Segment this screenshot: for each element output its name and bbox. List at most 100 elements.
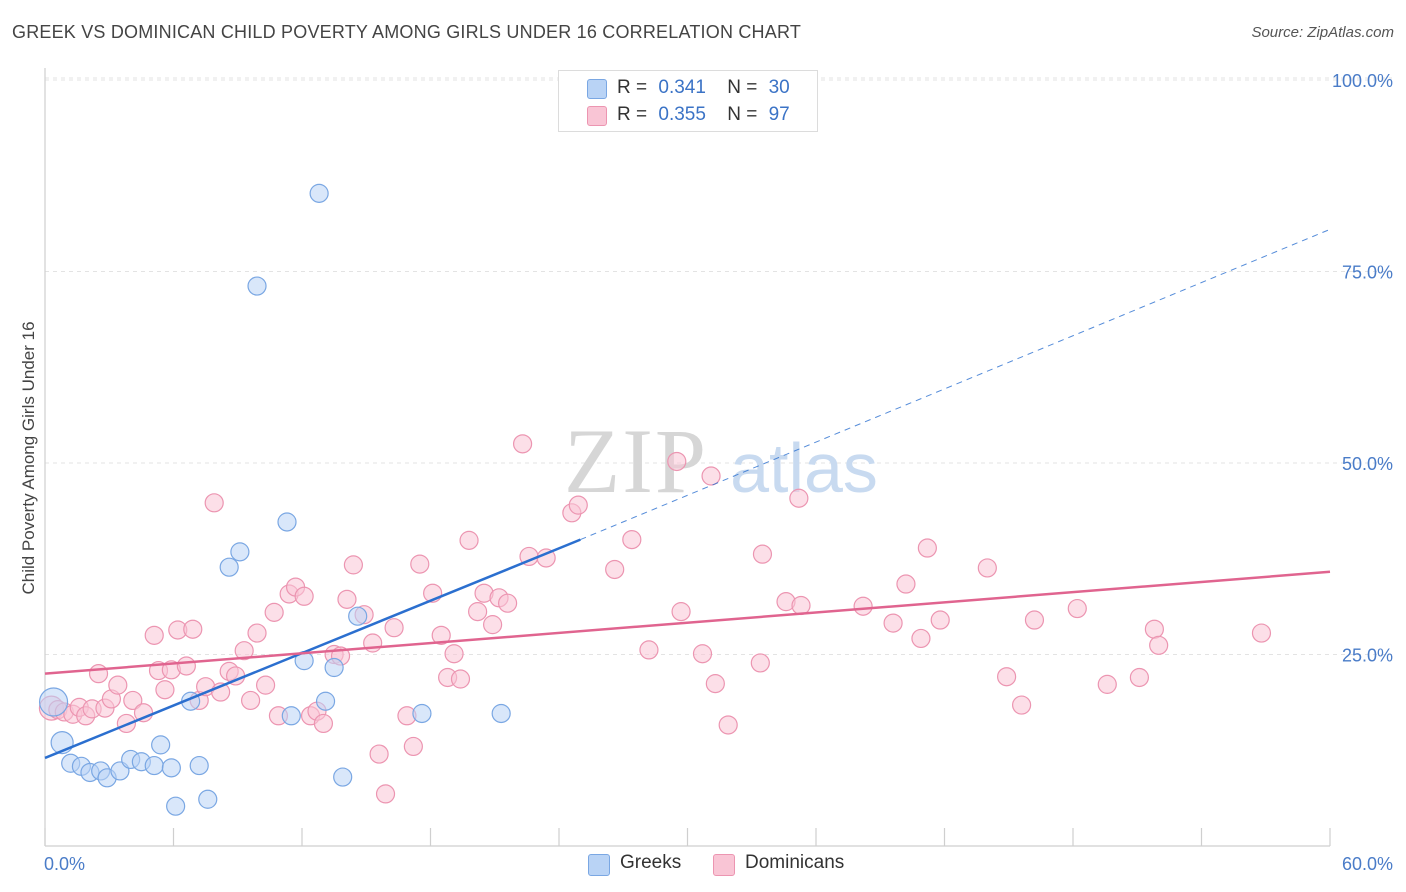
- dominican-point: [384, 618, 404, 638]
- greek-point: [315, 691, 336, 711]
- dominican-point: [88, 664, 109, 684]
- dominican-point: [622, 529, 642, 550]
- dominican-point: [241, 690, 261, 711]
- dominican-point: [692, 644, 713, 664]
- greeks-trend-line: [44, 538, 581, 760]
- y-tick-label: 25.0%: [1342, 646, 1393, 666]
- legend-n-label: N =: [727, 77, 758, 98]
- dominican-point: [108, 675, 128, 695]
- dominican-point: [789, 488, 809, 508]
- dominican-point: [459, 530, 479, 550]
- legend-r-value-greeks: 0.341: [658, 77, 706, 98]
- dominican-point: [791, 595, 811, 616]
- dominican-point: [431, 625, 451, 645]
- dominican-point: [1149, 635, 1169, 655]
- dominican-point: [343, 555, 363, 575]
- dominican-point: [671, 602, 691, 622]
- bottom-legend-swatch-dominicans: [713, 854, 735, 876]
- dominican-point: [403, 736, 423, 757]
- dominican-point: [176, 656, 196, 676]
- x-tick-label: 60.0%: [1342, 854, 1393, 874]
- dominican-point: [639, 640, 659, 660]
- greek-point: [309, 183, 329, 203]
- greeks-trend-extension: [580, 228, 1331, 541]
- dominican-point: [313, 713, 334, 734]
- dominican-point: [750, 653, 770, 673]
- dominican-point: [977, 558, 997, 578]
- greek-point: [324, 657, 344, 678]
- legend-r-label: R =: [617, 104, 648, 125]
- dominican-point: [183, 619, 203, 639]
- dominican-point: [997, 667, 1017, 687]
- dominican-point: [605, 559, 625, 580]
- dominican-point: [512, 434, 533, 454]
- greek-point: [491, 703, 511, 724]
- dominican-point: [917, 538, 937, 558]
- legend-r-label: R =: [617, 77, 648, 98]
- dominican-point: [752, 544, 773, 564]
- dominican-point: [204, 493, 224, 513]
- chart-source: Source: ZipAtlas.com: [1251, 24, 1394, 41]
- greek-point: [219, 557, 239, 577]
- dominican-point: [444, 644, 464, 664]
- bottom-legend-swatch-greeks: [588, 854, 610, 876]
- greek-point: [144, 755, 164, 776]
- dominican-point: [255, 675, 276, 695]
- legend-r-value-dominicans: 0.355: [658, 104, 706, 125]
- legend-row-dominicans: R = 0.355 N = 97: [559, 102, 817, 128]
- x-tick-label: 0.0%: [44, 854, 85, 874]
- y-tick-label: 50.0%: [1342, 454, 1393, 474]
- greek-point: [333, 767, 353, 787]
- dominican-point: [1097, 674, 1117, 694]
- greek-point: [198, 789, 218, 809]
- dominican-point: [667, 451, 687, 472]
- dominican-point: [568, 495, 588, 515]
- dominican-point: [483, 615, 503, 635]
- dominican-point: [1011, 695, 1032, 715]
- dominican-point: [410, 554, 430, 574]
- y-axis-label: Child Poverty Among Girls Under 16: [19, 321, 38, 594]
- dominican-point: [853, 596, 873, 616]
- greek-point: [38, 687, 69, 717]
- legend-swatch-greeks: [587, 79, 607, 99]
- legend: R = 0.341 N = 30 R = 0.355 N = 97: [558, 70, 818, 132]
- dominican-point: [294, 586, 314, 606]
- dominican-point: [369, 744, 389, 764]
- dominican-point: [264, 602, 284, 622]
- dominican-point: [1251, 623, 1272, 643]
- dominican-point: [1129, 667, 1149, 688]
- dominican-point: [123, 690, 143, 711]
- legend-n-value-dominicans: 97: [768, 104, 790, 125]
- greek-point: [189, 755, 209, 776]
- legend-n-label: N =: [727, 104, 758, 125]
- bottom-legend-label-dominicans: Dominicans: [745, 852, 845, 873]
- dominican-point: [337, 589, 357, 609]
- bottom-legend-label-greeks: Greeks: [620, 852, 682, 873]
- y-tick-label: 100.0%: [1332, 71, 1393, 91]
- greek-point: [412, 703, 432, 724]
- dominican-point: [468, 602, 488, 622]
- dominican-point: [1144, 619, 1164, 639]
- dominican-point: [1067, 598, 1087, 619]
- dominican-point: [718, 715, 738, 735]
- dominican-point: [234, 641, 254, 661]
- dominican-point: [883, 613, 903, 633]
- dominican-point: [705, 674, 725, 694]
- legend-swatch-dominicans: [587, 106, 607, 126]
- dominican-point: [247, 623, 267, 643]
- dominican-point: [896, 574, 916, 594]
- greek-point: [348, 606, 368, 626]
- dominican-point: [498, 593, 518, 613]
- dominicans-trend-line: [44, 570, 1331, 675]
- dominican-point: [450, 669, 471, 689]
- legend-n-value-greeks: 30: [768, 77, 790, 98]
- greek-point: [161, 758, 181, 778]
- dominican-point: [155, 680, 175, 700]
- legend-row-greeks: R = 0.341 N = 30: [559, 75, 817, 101]
- greek-point: [151, 735, 171, 755]
- dominican-point: [930, 610, 950, 630]
- greek-point: [230, 542, 250, 562]
- greek-point: [247, 276, 267, 296]
- dominican-point: [1024, 610, 1045, 630]
- greek-point: [166, 796, 186, 816]
